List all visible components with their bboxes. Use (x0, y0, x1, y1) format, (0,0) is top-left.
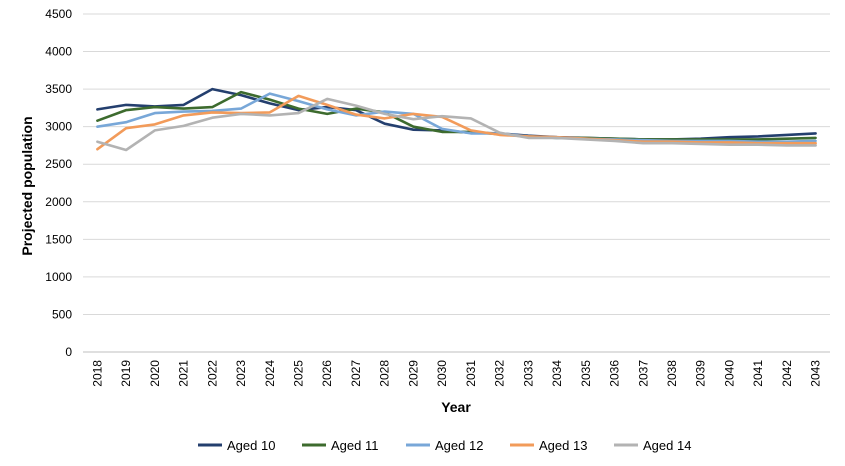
legend-label: Aged 10 (227, 438, 275, 453)
x-tick-label: 2027 (349, 360, 363, 387)
x-tick-label: 2040 (722, 360, 736, 387)
x-tick-label: 2034 (550, 360, 564, 387)
x-tick-label: 2028 (378, 360, 392, 387)
x-tick-label: 2038 (665, 360, 679, 387)
x-tick-label: 2043 (809, 360, 823, 387)
x-tick-label: 2023 (234, 360, 248, 387)
y-tick-label: 4000 (45, 45, 72, 59)
gridlines (83, 13, 830, 353)
y-tick-label: 1500 (45, 232, 72, 246)
x-tick-label: 2020 (148, 360, 162, 387)
legend-label: Aged 12 (435, 438, 483, 453)
x-tick-label: 2024 (263, 360, 277, 387)
legend-label: Aged 13 (539, 438, 587, 453)
x-axis-title: Year (441, 399, 471, 415)
series-line (96, 97, 817, 152)
series-line (96, 94, 817, 151)
x-tick-label: 2031 (464, 360, 478, 387)
x-tick-label: 2041 (751, 360, 765, 387)
x-tick-label: 2030 (435, 360, 449, 387)
x-tick-label: 2026 (320, 360, 334, 387)
series-lines (96, 87, 817, 152)
y-tick-label: 4500 (45, 7, 72, 21)
y-tick-label: 0 (65, 345, 72, 359)
y-axis-title: Projected population (19, 116, 35, 255)
x-tick-label: 2033 (521, 360, 535, 387)
legend-label: Aged 14 (643, 438, 691, 453)
y-axis-ticks: 0 500 1000 1500 2000 2500 3000 3500 4000 4500 (45, 7, 72, 359)
y-tick-label: 2500 (45, 157, 72, 171)
x-tick-label: 2029 (406, 360, 420, 387)
x-tick-label: 2018 (90, 360, 104, 387)
y-tick-label: 3000 (45, 120, 72, 134)
x-tick-label: 2019 (119, 360, 133, 387)
y-tick-label: 2000 (45, 195, 72, 209)
x-tick-label: 2035 (579, 360, 593, 387)
x-tick-label: 2039 (694, 360, 708, 387)
x-tick-label: 2037 (636, 360, 650, 387)
legend: Aged 10 Aged 11 Aged 12 Aged 13 Aged 14 (198, 438, 691, 453)
x-tick-label: 2022 (205, 360, 219, 387)
series-line (96, 92, 817, 143)
legend-label: Aged 11 (331, 438, 378, 453)
x-tick-label: 2025 (291, 360, 305, 387)
y-tick-label: 3500 (45, 82, 72, 96)
x-tick-label: 2036 (608, 360, 622, 387)
x-axis-ticks: 2018 2019 2020 2021 2022 2023 2024 2025 2026 2027… (90, 360, 822, 387)
x-tick-label: 2021 (177, 360, 191, 387)
x-tick-label: 2032 (493, 360, 507, 387)
x-tick-label: 2042 (780, 360, 794, 387)
y-tick-label: 500 (52, 307, 72, 321)
y-tick-label: 1000 (45, 270, 72, 284)
